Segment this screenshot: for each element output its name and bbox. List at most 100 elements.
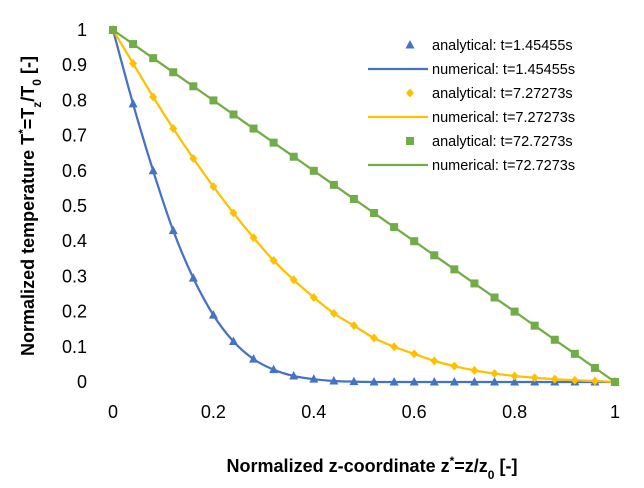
- data-point: [530, 373, 539, 383]
- data-point: [370, 209, 379, 218]
- legend-item: analytical: t=7.27273s: [406, 86, 573, 102]
- data-point: [590, 376, 599, 386]
- series-markers-analytical-t-72-7273s: [109, 26, 619, 386]
- data-point: [249, 233, 258, 243]
- data-point: [128, 98, 138, 108]
- y-tick-label: 0: [77, 372, 87, 392]
- legend-label: numerical: t=72.7273s: [432, 158, 575, 174]
- data-point: [470, 365, 479, 375]
- data-point: [249, 124, 258, 133]
- data-point: [490, 377, 500, 386]
- y-tick-label: 0.4: [62, 231, 87, 251]
- legend-item: numerical: t=1.45455s: [368, 62, 575, 78]
- data-point: [490, 293, 499, 302]
- data-point: [289, 152, 298, 161]
- data-point: [349, 376, 359, 386]
- x-tick-label: 0.2: [201, 402, 226, 422]
- series-markers-analytical-t-1-45455s: [108, 25, 620, 386]
- data-point: [269, 364, 279, 374]
- x-tick-label: 0.4: [301, 402, 326, 422]
- x-tick-label: 1: [610, 402, 620, 422]
- data-point: [149, 54, 158, 63]
- data-point: [269, 256, 278, 266]
- data-point: [570, 349, 579, 358]
- legend-label: numerical: t=7.27273s: [432, 110, 575, 126]
- data-point: [469, 377, 479, 386]
- y-tick-label: 0.6: [62, 161, 87, 181]
- legend-marker: [405, 40, 415, 49]
- x-tick-label: 0.6: [402, 402, 427, 422]
- data-point: [490, 369, 499, 379]
- data-point: [429, 377, 439, 386]
- data-point: [449, 377, 459, 386]
- x-tick-label: 0.8: [502, 402, 527, 422]
- data-point: [570, 375, 579, 385]
- data-point: [410, 349, 419, 359]
- legend: analytical: t=1.45455s numerical: t=1.454…: [368, 38, 575, 174]
- data-point: [228, 336, 238, 346]
- data-point: [390, 342, 399, 352]
- data-point: [169, 68, 178, 77]
- data-point: [149, 92, 158, 102]
- y-tick-label: 0.3: [62, 266, 87, 286]
- x-tick-label: 0: [108, 402, 118, 422]
- y-tick-label: 1: [77, 20, 87, 40]
- data-point: [168, 225, 178, 235]
- data-point: [329, 308, 338, 318]
- data-point: [289, 371, 299, 380]
- series-markers-analytical-t-7-27273s: [109, 25, 619, 387]
- data-point: [229, 208, 238, 218]
- data-point: [590, 363, 599, 372]
- x-axis-ticks: 0 0.2 0.4 0.6 0.8 1: [108, 402, 620, 422]
- y-tick-label: 0.9: [62, 55, 87, 75]
- data-point: [169, 124, 178, 134]
- data-point: [148, 165, 158, 175]
- data-point: [389, 377, 399, 386]
- legend-item: numerical: t=72.7273s: [368, 158, 575, 174]
- data-point: [349, 321, 358, 331]
- legend-label: numerical: t=1.45455s: [432, 62, 575, 78]
- legend-item: analytical: t=1.45455s: [405, 38, 573, 54]
- data-point: [189, 82, 198, 91]
- y-axis-ticks: 0 0.1 0.2 0.3 0.4 0.5 0.6 0.7 0.8 0.9 1: [62, 20, 87, 392]
- data-point: [450, 361, 459, 371]
- y-tick-label: 0.8: [62, 90, 87, 110]
- data-point: [188, 273, 198, 282]
- legend-label: analytical: t=1.45455s: [432, 38, 573, 54]
- y-tick-label: 0.5: [62, 196, 87, 216]
- y-tick-label: 0.1: [62, 337, 87, 357]
- data-point: [611, 378, 619, 386]
- data-point: [129, 58, 138, 68]
- data-point: [510, 307, 519, 316]
- data-point: [370, 333, 379, 343]
- data-point: [309, 374, 319, 383]
- data-point: [129, 40, 138, 49]
- data-point: [409, 377, 419, 386]
- data-point: [510, 377, 520, 386]
- data-point: [430, 356, 439, 366]
- data-point: [209, 182, 218, 192]
- data-point: [249, 354, 259, 363]
- data-point: [289, 275, 298, 285]
- data-point: [208, 310, 218, 319]
- legend-label: analytical: t=7.27273s: [432, 86, 573, 102]
- legend-marker: [406, 137, 414, 145]
- data-point: [189, 153, 198, 163]
- data-point: [390, 223, 399, 232]
- x-axis-title: Normalized z-coordinate z*=z/z0 [-]: [227, 454, 518, 482]
- data-point: [550, 374, 559, 384]
- data-point: [269, 138, 278, 147]
- data-point: [510, 371, 519, 381]
- data-point: [329, 180, 338, 189]
- data-point: [109, 26, 117, 34]
- data-point: [329, 375, 339, 385]
- data-point: [309, 166, 318, 175]
- data-point: [309, 293, 318, 303]
- data-point: [550, 335, 559, 344]
- plot-area: [108, 25, 620, 387]
- data-point: [430, 251, 439, 260]
- data-point: [450, 265, 459, 274]
- data-point: [410, 237, 419, 246]
